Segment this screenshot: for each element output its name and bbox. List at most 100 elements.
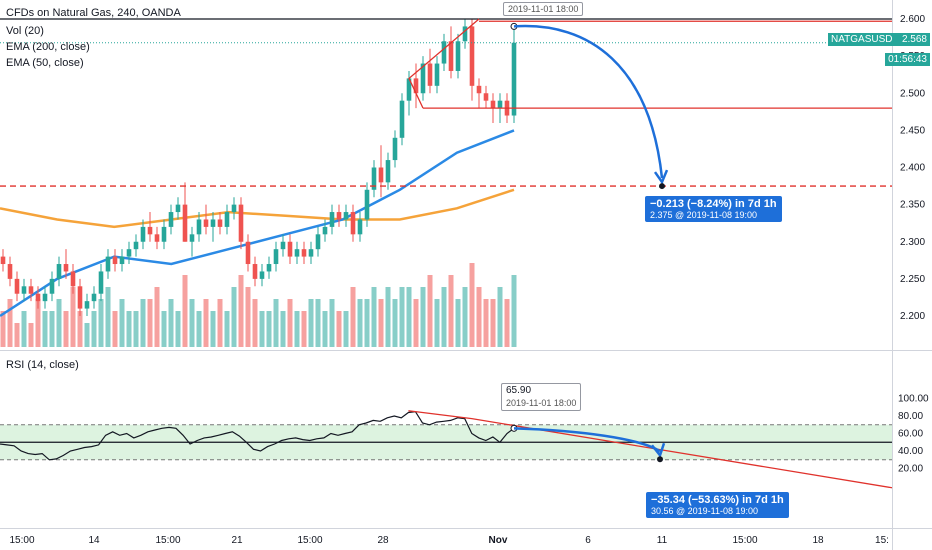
volume-bar — [168, 299, 174, 347]
candle-body — [427, 63, 433, 86]
volume-bar — [266, 311, 272, 347]
volume-bar — [63, 311, 69, 347]
volume-bar — [504, 299, 510, 347]
volume-bar — [511, 275, 517, 347]
symbol-name: NATGASUSD — [831, 34, 893, 45]
volume-bar — [399, 287, 405, 347]
price-axis-label: 2.500 — [900, 88, 925, 99]
candle-body — [245, 241, 251, 265]
volume-bar — [84, 323, 90, 347]
volume-bar — [476, 287, 482, 347]
volume-bar — [420, 287, 426, 347]
volume-bar — [49, 311, 55, 347]
time-axis-label: 15: — [875, 535, 889, 546]
volume-bar — [364, 299, 370, 347]
volume-bar — [483, 299, 489, 347]
price-forecast-arrowhead — [653, 169, 669, 185]
candle-body — [238, 204, 244, 242]
ema50-line — [0, 129, 515, 318]
ema200-line — [0, 188, 515, 229]
volume-bar — [301, 311, 307, 347]
candle-body — [28, 286, 34, 294]
volume-bar — [343, 311, 349, 347]
candle-body — [161, 226, 167, 242]
candle-body — [448, 41, 454, 71]
volume-bar — [7, 299, 13, 347]
volume-bar — [217, 299, 223, 347]
volume-bar — [28, 323, 34, 347]
volume-bar — [0, 311, 6, 347]
candle-body — [413, 78, 419, 94]
volume-bar — [182, 275, 188, 347]
candle-body — [266, 264, 272, 272]
volume-bar — [126, 311, 132, 347]
candle-body — [196, 219, 202, 235]
volume-bar — [378, 299, 384, 347]
price-forecast-curve — [513, 24, 664, 179]
volume-bar — [427, 275, 433, 347]
volume-bar — [406, 287, 412, 347]
candle-body — [462, 26, 468, 42]
chart-title: CFDs on Natural Gas, 240, OANDA — [6, 7, 181, 19]
volume-bar — [371, 287, 377, 347]
candle-body — [287, 241, 293, 257]
time-axis-label: 18 — [812, 535, 824, 546]
volume-bar — [273, 299, 279, 347]
volume-bar — [161, 311, 167, 347]
volume-bar — [21, 311, 27, 347]
forecast-end-point — [659, 183, 665, 190]
candle-body — [469, 26, 475, 86]
price-forecast-box: −0.213 (−8.24%) in 7d 1h 2.375 @ 2019-11… — [645, 196, 782, 222]
rsi-axis-label: 20.00 — [898, 464, 923, 475]
time-axis-label: 14 — [88, 535, 100, 546]
volume-bar — [329, 299, 335, 347]
candle-body — [21, 286, 27, 294]
candle-body — [364, 189, 370, 220]
candle-body — [133, 241, 139, 250]
volume-bar — [322, 311, 328, 347]
volume-bar — [35, 299, 41, 347]
volume-bar — [308, 299, 314, 347]
ema50-legend: EMA (50, close) — [6, 57, 84, 69]
volume-bar — [497, 287, 503, 347]
candle-body — [154, 234, 160, 242]
time-axis-label: Nov — [489, 535, 508, 546]
volume-bar — [154, 287, 160, 347]
candle-body — [371, 167, 377, 190]
rsi-line — [0, 410, 515, 461]
candle-body — [511, 42, 517, 116]
rsi-axis-label: 100.00 — [898, 394, 929, 405]
volume-bar — [245, 287, 251, 347]
volume-bar — [224, 311, 230, 347]
volume-bar — [413, 299, 419, 347]
volume-bar — [196, 311, 202, 347]
volume-bar — [42, 311, 48, 347]
candle-body — [203, 219, 209, 227]
volume-bar — [434, 299, 440, 347]
rsi-value-label: 65.90 — [506, 385, 532, 396]
candle-body — [343, 212, 349, 220]
volume-bar — [315, 299, 321, 347]
volume-bar — [189, 299, 195, 347]
candle-body — [63, 264, 69, 272]
rsi-axis-label: 40.00 — [898, 446, 923, 457]
price-forecast-change: −0.213 (−8.24%) in 7d 1h — [650, 198, 777, 210]
rsi-value-box: 65.90 2019-11-01 18:00 — [501, 383, 582, 411]
price-axis-label: 2.600 — [900, 14, 925, 25]
candle-body — [392, 137, 398, 161]
volume-bar — [203, 299, 209, 347]
candle-body — [105, 256, 111, 272]
candle-body — [147, 226, 153, 235]
candle-body — [14, 278, 20, 294]
rsi-time-label: 2019-11-01 18:00 — [506, 398, 577, 408]
candle-body — [308, 249, 314, 257]
volume-legend: Vol (20) — [6, 25, 44, 37]
rsi-trendline — [408, 410, 893, 489]
volume-bar — [140, 299, 146, 347]
candle-body — [322, 226, 328, 235]
time-axis-label: 15:00 — [732, 535, 757, 546]
volume-bar — [357, 299, 363, 347]
bar-countdown: 01:56:43 — [885, 53, 930, 66]
triangle-line — [408, 18, 480, 109]
